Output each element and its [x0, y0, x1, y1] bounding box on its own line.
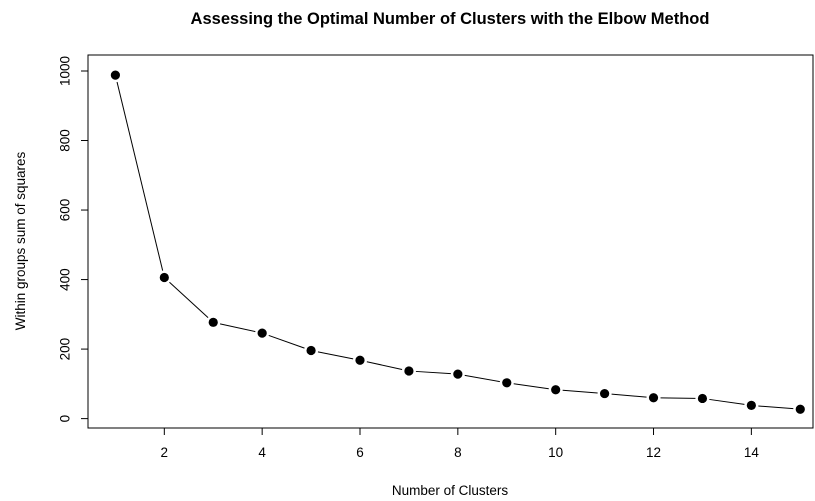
- data-point: [648, 393, 659, 403]
- x-tick-label: 4: [258, 445, 266, 460]
- data-point: [404, 366, 414, 376]
- y-axis: 0 200 400 600 800 1000: [58, 56, 89, 422]
- x-tick-label: 2: [161, 445, 169, 460]
- x-tick-label: 14: [744, 445, 760, 460]
- data-point: [159, 272, 169, 283]
- data-point: [551, 385, 561, 395]
- x-tick-label: 10: [548, 445, 563, 460]
- x-tick-label: 6: [356, 445, 364, 460]
- y-tick-label: 0: [58, 415, 73, 423]
- series-line-segment: [169, 281, 209, 318]
- y-axis-label: Within groups sum of squares: [13, 151, 28, 330]
- series-group: [110, 70, 805, 414]
- series-line-segment: [464, 374, 500, 383]
- series-line-segment: [116, 81, 164, 271]
- x-axis-label: Number of Clusters: [392, 483, 509, 498]
- y-tick-label: 200: [58, 338, 73, 361]
- x-axis: 2 4 6 8 10 12 14: [161, 427, 760, 460]
- data-point: [697, 393, 708, 404]
- data-point: [795, 404, 805, 414]
- data-point: [208, 317, 218, 327]
- y-tick-label: 600: [58, 199, 73, 222]
- y-tick-label: 800: [58, 129, 73, 152]
- x-tick-label: 12: [646, 445, 661, 460]
- data-point: [746, 400, 756, 411]
- x-tick-label: 8: [454, 445, 462, 460]
- data-point: [110, 70, 120, 80]
- data-point: [502, 378, 512, 388]
- chart-title: Assessing the Optimal Number of Clusters…: [191, 10, 710, 28]
- y-tick-label: 400: [58, 268, 73, 291]
- series-line-segment: [268, 334, 305, 349]
- plot-frame: [87, 54, 814, 429]
- data-point: [306, 345, 316, 356]
- series-line-segment: [317, 351, 354, 360]
- series-line-segment: [758, 405, 794, 410]
- series-line-segment: [513, 383, 549, 390]
- data-point: [257, 328, 267, 338]
- data-point: [355, 355, 365, 365]
- series-line-segment: [709, 398, 745, 405]
- y-tick-label: 1000: [58, 56, 73, 86]
- data-point: [453, 369, 463, 379]
- series-line-segment: [415, 370, 451, 375]
- data-point: [599, 388, 610, 399]
- series-line-segment: [366, 361, 403, 370]
- series-line-segment: [562, 389, 598, 394]
- series-line-segment: [219, 323, 256, 333]
- series-line-segment: [611, 393, 647, 398]
